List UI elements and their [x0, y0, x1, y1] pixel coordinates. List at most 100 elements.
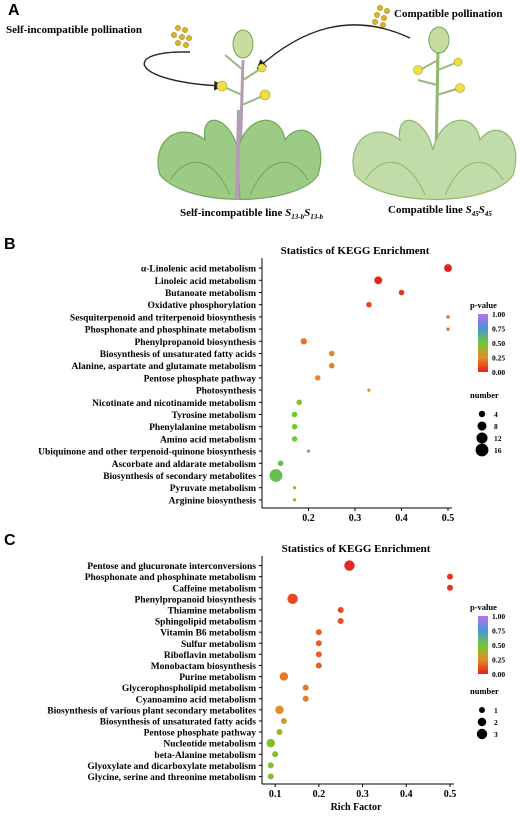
category-label: Biosynthesis of various plant secondary … [47, 706, 256, 716]
data-point [374, 276, 383, 285]
data-point [447, 573, 453, 580]
category-label: Phenylalanine metabolism [149, 423, 256, 433]
data-point [292, 486, 297, 490]
pvalue-tick-label: 0.50 [492, 339, 505, 348]
x-tick-label: 0.4 [400, 789, 413, 800]
data-point [328, 362, 335, 369]
category-label: Riboflavin metabolism [164, 651, 256, 661]
data-point [276, 729, 283, 736]
data-point [302, 695, 309, 702]
category-label: Biosynthesis of secondary metabolites [103, 472, 256, 482]
number-legend-dot [477, 717, 487, 727]
data-point [280, 717, 287, 724]
pvalue-tick-label: 0.00 [492, 670, 505, 679]
x-tick-label: 0.3 [356, 789, 369, 800]
data-point [272, 751, 279, 758]
data-point [446, 327, 450, 331]
number-legend-title: number [470, 686, 499, 696]
category-label: Phosphonate and phosphinate metabolism [85, 326, 256, 336]
data-point [367, 388, 371, 392]
number-legend-label: 1 [494, 706, 498, 715]
x-tick-label: 0.4 [395, 513, 408, 524]
category-label: Biosynthesis of unsaturated fatty acids [100, 717, 257, 727]
data-point [267, 773, 274, 780]
x-axis-label: Rich Factor [331, 802, 382, 813]
panel-letter-c: C [4, 532, 16, 549]
category-label: Caffeine metabolism [172, 584, 256, 594]
data-point [447, 584, 453, 591]
category-label: Nicotinate and nicotinamide metabolism [92, 399, 256, 409]
category-label: Alanine, aspartate and glutamate metabol… [72, 362, 257, 372]
category-label: Sphingolipid metabolism [155, 618, 256, 628]
category-label: Glyoxylate and dicarboxylate metabolism [87, 762, 256, 772]
category-label: Ascorbate and aldarate metabolism [112, 460, 256, 470]
kegg-chart-b: Statistics of KEGG Enrichment α-Linolenic… [38, 245, 505, 524]
data-point [291, 423, 298, 430]
chart-title: Statistics of KEGG Enrichment [281, 245, 430, 257]
category-label: Pyruvate metabolism [170, 484, 256, 494]
data-point [366, 301, 372, 308]
x-tick-label: 0.3 [349, 513, 362, 524]
category-label: Vitamin B6 metabolism [160, 629, 256, 639]
data-point [398, 289, 405, 296]
number-legend-title: number [470, 390, 499, 400]
compatible-pollination-label: Compatible pollination [394, 8, 503, 20]
category-label: Arginine biosynthesis [169, 496, 257, 506]
category-label: Monobactam biosynthesis [151, 662, 257, 672]
category-label: Nucleotide metabolism [163, 740, 256, 750]
self-incompatible-pollination-label: Self-incompatible pollination [6, 24, 142, 36]
data-point [344, 560, 355, 571]
category-label: Pentose and glucuronate interconversions [87, 562, 256, 572]
pvalue-tick-label: 0.00 [492, 368, 505, 377]
pvalue-tick-label: 0.75 [492, 325, 505, 334]
x-tick-label: 0.2 [302, 513, 315, 524]
pvalue-tick-label: 1.00 [492, 612, 505, 621]
data-point [269, 469, 283, 482]
self-incompatible-plant [157, 29, 322, 201]
number-legend-label: 16 [494, 446, 502, 455]
data-point [279, 672, 289, 681]
data-point [306, 449, 311, 453]
number-legend-dot [478, 410, 486, 418]
self-pollination-arrow [143, 51, 224, 91]
category-label: Biosynthesis of unsaturated fatty acids [100, 350, 257, 360]
category-label: Phosphonate and phosphinate metabolism [85, 573, 256, 583]
category-label: Amino acid metabolism [160, 435, 256, 445]
data-point [296, 399, 302, 406]
x-tick-label: 0.5 [444, 789, 457, 800]
panel-letter-b: B [4, 236, 16, 253]
data-point [337, 606, 344, 613]
pvalue-tick-label: 0.25 [492, 354, 505, 363]
pvalue-legend-title: p-value [470, 300, 497, 310]
pvalue-tick-label: 1.00 [492, 310, 505, 319]
number-legend-dot [477, 421, 487, 431]
compatible-plant [352, 26, 517, 200]
left-plant-caption: Self-incompatible line S13-bS13-b [180, 207, 324, 222]
category-label: Butanoate metabolism [165, 289, 256, 299]
number-legend-label: 8 [494, 422, 498, 431]
data-point [275, 705, 284, 715]
x-tick-label: 0.5 [442, 513, 455, 524]
cross-pollination-arrow [256, 24, 411, 70]
data-point [315, 640, 322, 647]
category-label: Glycine, serine and threonine metabolism [88, 773, 257, 783]
data-point [444, 264, 452, 273]
chart-title: Statistics of KEGG Enrichment [282, 543, 431, 555]
data-point [446, 315, 450, 319]
category-label: Photosynthesis [196, 387, 256, 397]
data-point [337, 618, 344, 625]
number-legend-dot [476, 728, 488, 740]
x-tick-label: 0.1 [269, 789, 282, 800]
pvalue-tick-label: 0.50 [492, 641, 505, 650]
pvalue-tick-label: 0.75 [492, 627, 505, 636]
pvalue-colorbar [478, 616, 488, 674]
data-point [302, 684, 309, 691]
data-point [300, 338, 308, 345]
data-point [266, 738, 275, 748]
category-label: Oxidative phosphorylation [148, 301, 257, 311]
right-plant-caption: Compatible line S45S45 [388, 204, 492, 219]
number-legend-dot [479, 707, 485, 713]
category-label: beta-Alanine metabolism [154, 751, 256, 761]
data-point [267, 762, 274, 769]
number-legend-label: 2 [494, 718, 498, 727]
